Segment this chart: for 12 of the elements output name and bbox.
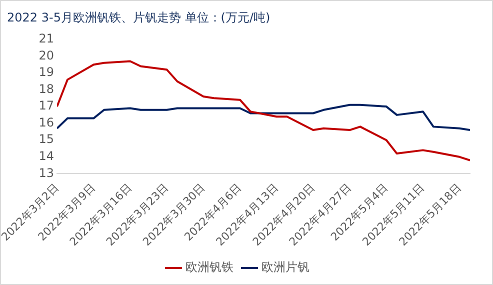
y-tick-label: 20 <box>38 48 54 62</box>
y-tick-label: 13 <box>38 166 54 180</box>
y-tick-label: 15 <box>38 132 54 146</box>
legend-label: 欧洲片钒 <box>262 260 310 274</box>
legend-label: 欧洲钒铁 <box>186 260 234 274</box>
y-tick-label: 14 <box>38 149 54 164</box>
y-tick-label: 17 <box>38 98 54 113</box>
chart-title: 2022 3-5月欧洲钒铁、片钒走势 单位：(万元/吨) <box>7 10 270 24</box>
y-tick-label: 18 <box>38 82 54 96</box>
y-tick-label: 21 <box>38 32 54 46</box>
y-tick-label: 19 <box>38 65 54 80</box>
y-tick-label: 16 <box>38 115 54 130</box>
